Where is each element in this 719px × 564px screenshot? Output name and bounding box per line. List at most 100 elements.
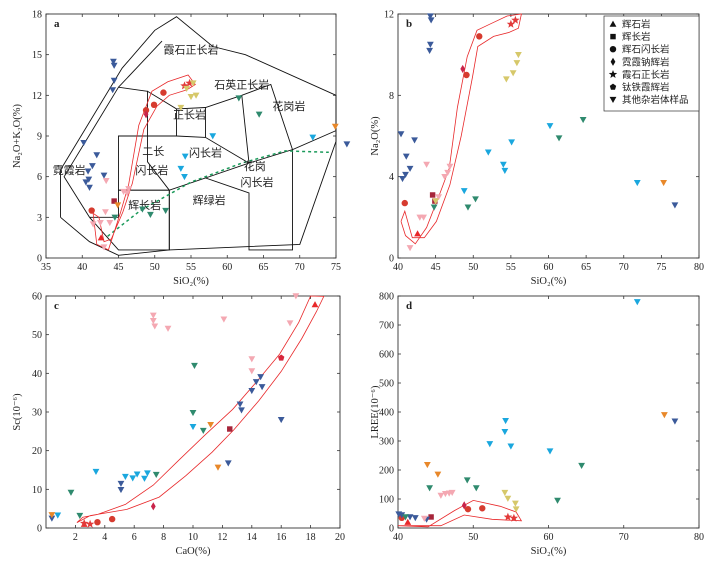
data-point — [464, 505, 472, 513]
data-point — [397, 131, 405, 138]
data-point — [411, 515, 419, 522]
x-tick-label: 35 — [41, 262, 51, 273]
data-point — [258, 384, 266, 391]
data-point — [144, 470, 151, 477]
y-tick-label: 15 — [32, 50, 42, 61]
data-point — [406, 245, 414, 252]
data-point — [460, 188, 468, 195]
data-point — [426, 485, 434, 492]
data-point — [511, 500, 519, 507]
data-point — [472, 196, 479, 203]
data-point — [187, 93, 195, 101]
field-label: 辉长岩 — [128, 198, 161, 212]
field-label: 闪长岩 — [135, 163, 168, 177]
x-tick-label: 45 — [114, 262, 124, 273]
data-point — [414, 230, 421, 237]
data-point — [402, 171, 409, 179]
y-tick-label: 20 — [32, 446, 42, 457]
data-point — [435, 194, 443, 201]
data-point — [499, 161, 507, 168]
data-point — [399, 175, 406, 183]
field-label: 二长 — [142, 145, 164, 158]
y-tick-label: 60 — [32, 292, 42, 303]
x-tick-label: 40 — [393, 532, 403, 543]
x-tick-label: 12 — [217, 532, 227, 543]
x-tick-label: 60 — [222, 262, 232, 273]
data-point — [633, 299, 641, 306]
panel-b: 40 45 50 55 60 65 70 75 80 0 4 8 12 SiO₂(%) Na₂O(%) b — [370, 10, 704, 288]
data-point — [192, 92, 200, 99]
y-tick-label: 9 — [37, 132, 42, 143]
field-outline — [60, 16, 337, 256]
data-point — [143, 110, 149, 119]
x-tick-label: 16 — [276, 532, 286, 543]
legend-label: 辉长岩 — [622, 31, 651, 43]
data-point — [660, 180, 668, 187]
data-point — [671, 418, 679, 425]
legend-label: 辉石岩 — [622, 19, 651, 31]
data-point — [509, 513, 519, 522]
data-point — [248, 356, 256, 363]
data-point — [207, 422, 215, 429]
data-point — [89, 221, 97, 228]
data-point — [463, 71, 470, 79]
data-point — [554, 497, 561, 504]
data-point — [85, 519, 95, 528]
y-tick-label: 50 — [32, 330, 42, 341]
y-tick-label: 6 — [37, 172, 42, 183]
trend-envelope — [92, 74, 196, 251]
x-tick-label: 4 — [102, 532, 107, 543]
data-point — [511, 15, 520, 24]
data-point — [199, 427, 207, 434]
data-point — [508, 139, 516, 146]
data-point — [133, 471, 141, 478]
y-tick-label: 100 — [379, 495, 394, 506]
data-point — [109, 87, 117, 94]
data-point — [292, 293, 300, 300]
data-point — [48, 512, 56, 519]
data-point — [578, 462, 586, 470]
data-point — [102, 209, 109, 216]
data-point — [513, 60, 521, 67]
panel-a: 35 40 45 50 55 60 65 70 75 0 3 6 9 12 15 18 SiO₂(%) Na₂O+… — [12, 10, 351, 287]
field-boundary — [241, 95, 250, 164]
data-point — [150, 101, 158, 109]
data-point — [484, 149, 492, 156]
data-point — [515, 51, 522, 59]
legend-marker — [610, 33, 616, 40]
field-label: 花岗 — [244, 160, 266, 173]
data-point — [309, 134, 317, 141]
data-point — [476, 33, 483, 40]
data-point — [189, 410, 197, 417]
data-point — [227, 426, 233, 432]
field-boundary — [147, 135, 250, 191]
data-point — [236, 401, 244, 408]
y-tick-label: 400 — [379, 408, 394, 419]
data-point — [546, 448, 554, 455]
field-label: 闪长岩 — [240, 175, 273, 189]
y-tick-label: 4 — [389, 172, 394, 183]
data-point — [110, 58, 117, 65]
data-point — [633, 180, 641, 187]
legend-marker — [609, 20, 617, 27]
x-tick-label: 50 — [150, 262, 160, 273]
panel-label: c — [54, 300, 59, 312]
legend-marker — [608, 70, 618, 78]
trend-envelope — [76, 295, 325, 523]
data-point — [86, 184, 93, 191]
data-point — [402, 153, 410, 160]
data-point — [180, 81, 189, 90]
data-point — [423, 161, 430, 168]
data-point — [123, 190, 131, 197]
y-tick-label: 10 — [32, 485, 42, 496]
data-point — [183, 85, 191, 92]
data-point — [117, 480, 125, 487]
panel-label: b — [406, 18, 412, 30]
data-point — [164, 325, 172, 332]
x-tick-label: 45 — [431, 262, 441, 273]
y-tick-label: 18 — [32, 10, 42, 21]
legend-box — [603, 15, 700, 112]
x-tick-label: 65 — [259, 262, 269, 273]
data-point — [507, 443, 515, 450]
